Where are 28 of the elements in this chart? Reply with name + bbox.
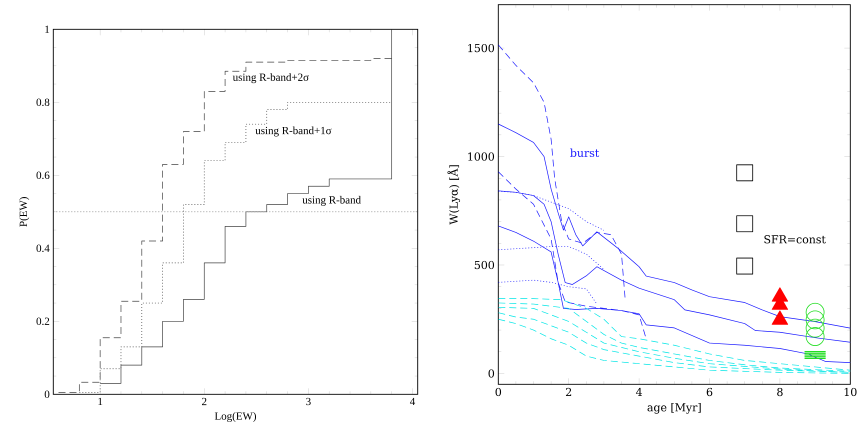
x-tick-label: 8: [777, 388, 783, 396]
y-tick-label: 0: [488, 369, 494, 378]
y-tick-label: 1: [45, 26, 50, 33]
x-axis-title: Log(EW): [214, 412, 256, 422]
y-tick-label: 1000: [468, 152, 494, 161]
x-tick-label: 0: [496, 388, 502, 396]
annotation: using R-band: [302, 196, 361, 206]
x-tick-label: 3: [306, 398, 311, 406]
x-tick-label: 1: [98, 398, 102, 406]
y-tick-label: 500: [474, 260, 494, 270]
x-tick-label: 10: [844, 388, 857, 396]
x-tick-label: 2: [202, 398, 206, 406]
x-tick-label: 2: [566, 388, 572, 396]
y-axis-title: P(EW): [19, 197, 30, 227]
x-tick-label: 4: [410, 398, 416, 406]
y-tick-label: 1500: [468, 44, 494, 52]
y-tick-label: 0.8: [36, 98, 50, 106]
y-tick-label: 0.6: [36, 172, 50, 180]
x-tick-label: 6: [706, 388, 712, 396]
annotation: using R-band+1σ: [255, 126, 332, 136]
annotation: SFR=const: [764, 235, 826, 244]
y-tick-label: 0.4: [36, 244, 50, 252]
y-tick-label: 0.2: [36, 318, 50, 326]
x-axis-title: age [Myr]: [647, 402, 701, 414]
annotation: burst: [570, 148, 600, 157]
y-axis-title: W(Lyα) [Å]: [447, 165, 460, 225]
annotation: using R-band+2σ: [232, 73, 309, 84]
x-tick-label: 4: [636, 388, 642, 396]
